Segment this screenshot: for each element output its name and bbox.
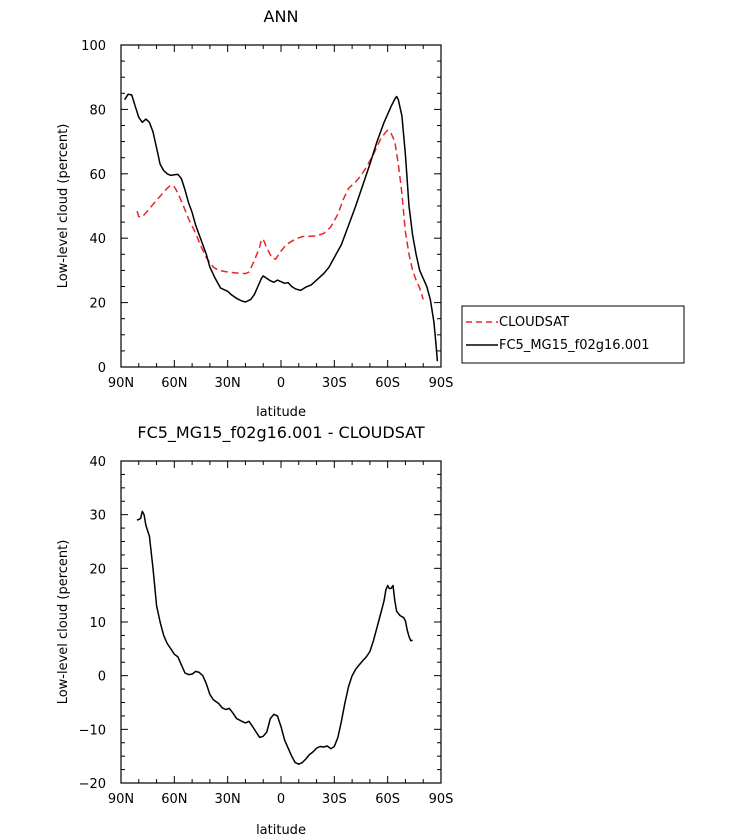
top-x-tick-label: 30N [215,376,241,391]
bottom-x-tick-label: 60N [161,792,187,807]
top-y-tick-label: 20 [89,297,106,312]
bottom-y-tick-label: 40 [89,455,106,470]
top-chart-x-axis-label: latitude [256,405,306,420]
legend-label-fc5: FC5_MG15_f02g16.001 [499,338,650,353]
bottom-y-tick-label: −20 [79,777,106,792]
bottom-x-tick-label: 30N [215,792,241,807]
bottom-y-tick-label: 10 [89,616,106,631]
top-y-tick-label: 100 [81,39,106,54]
bottom-chart-x-axis-label: latitude [256,823,306,838]
legend-box [461,305,685,364]
bottom-chart-title: FC5_MG15_f02g16.001 - CLOUDSAT [137,423,424,443]
bottom-plot-frame [120,460,442,784]
top-y-tick-label: 60 [89,168,106,183]
top-chart-panel: ANN 90N 60N 30N 0 30S 60S 90S 0 20 40 60 80 100 lati… [56,7,685,420]
top-series-line-cloudsat [136,129,424,300]
top-y-tick-label: 40 [89,232,106,247]
bottom-x-tick-label: 60S [375,792,400,807]
top-y-tick-label: 80 [89,103,106,118]
bottom-chart-plot-area: 90N 60N 30N 0 30S 60S 90S −20 −10 0 10 20 30 40 [79,455,454,807]
bottom-chart-y-axis-label: Low-level cloud (percent) [56,540,71,705]
top-chart-y-axis-label: Low-level cloud (percent) [56,124,71,289]
legend-label-cloudsat: CLOUDSAT [499,315,569,330]
bottom-y-tick-label: 30 [89,509,106,524]
top-y-tick-label: 0 [98,361,106,376]
bottom-y-tick-label: 20 [89,562,106,577]
top-x-tick-label: 60S [375,376,400,391]
bottom-series-line-0 [136,510,413,765]
top-chart-plot-area: 90N 60N 30N 0 30S 60S 90S 0 20 40 60 80 100 [81,39,453,391]
bottom-x-tick-label: 90N [108,792,134,807]
top-series-line-fc5-mg15-f02g16-001 [123,93,439,362]
top-x-tick-label: 0 [277,376,285,391]
bottom-x-tick-label: 0 [277,792,285,807]
top-plot-frame [120,44,442,368]
bottom-y-tick-label: −10 [79,723,106,738]
bottom-chart-panel: FC5_MG15_f02g16.001 - CLOUDSAT 90N 60N 30N… [56,423,453,838]
bottom-x-tick-label: 30S [322,792,347,807]
top-x-tick-label: 30S [322,376,347,391]
top-x-tick-label: 90S [429,376,454,391]
top-x-tick-label: 60N [161,376,187,391]
top-x-tick-label: 90N [108,376,134,391]
bottom-x-tick-label: 90S [429,792,454,807]
bottom-y-tick-label: 0 [98,670,106,685]
top-chart-legend: CLOUDSAT FC5_MG15_f02g16.001 [461,305,685,364]
top-chart-title: ANN [264,7,299,26]
